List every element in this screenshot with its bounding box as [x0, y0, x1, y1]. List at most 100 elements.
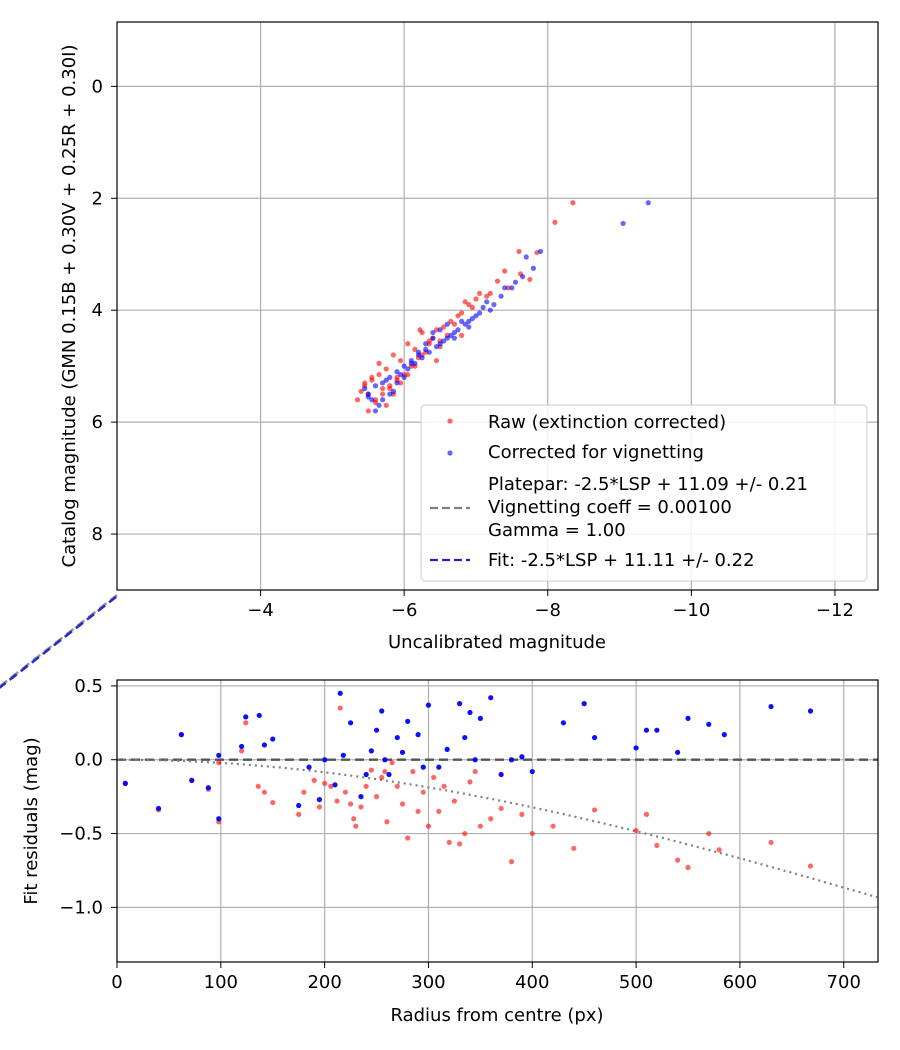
raw-residual-point [685, 864, 691, 871]
corrected-point [415, 349, 422, 355]
corrected-point [426, 349, 432, 355]
raw-residual-point [550, 823, 556, 829]
raw-residual-point [431, 774, 437, 781]
corrected-point [466, 318, 472, 324]
raw-residual-point [768, 839, 774, 846]
bottom-scatter-points [122, 690, 814, 871]
corrected-point [401, 363, 407, 369]
corrected-residual-point [444, 746, 450, 752]
top-y-tick-label: 6 [92, 412, 103, 433]
corrected-residual-point [591, 734, 598, 741]
corrected-residual-point [477, 715, 483, 721]
corrected-point [620, 220, 626, 227]
bottom-y-tick-label: −0.5 [59, 824, 103, 845]
raw-point [494, 278, 501, 284]
bottom-grid [116, 680, 878, 962]
corrected-point [430, 335, 436, 341]
corrected-residual-point [508, 757, 515, 763]
raw-point [369, 377, 375, 383]
corrected-point [459, 318, 465, 324]
raw-residual-point [322, 780, 328, 786]
raw-residual-point [462, 830, 468, 837]
raw-point [383, 366, 389, 372]
corrected-residual-point [306, 764, 312, 770]
raw-residual-point [373, 794, 380, 800]
raw-residual-point [508, 859, 515, 865]
corrected-point [451, 335, 458, 341]
top-y-tick-label: 0 [92, 76, 103, 97]
corrected-residual-point [216, 816, 222, 822]
corrected-residual-point [261, 742, 268, 748]
corrected-residual-point [488, 695, 494, 701]
top-y-tick-label: 2 [92, 188, 103, 209]
raw-point [380, 385, 386, 392]
corrected-residual-point [462, 734, 468, 741]
corrected-residual-point [316, 796, 323, 803]
legend-raw-marker [447, 418, 453, 424]
corrected-residual-point [581, 701, 587, 707]
raw-residual-point [316, 804, 323, 810]
top-x-tick-label: −10 [672, 600, 710, 621]
raw-point [376, 360, 382, 366]
corrected-residual-point [340, 752, 346, 758]
corrected-point [390, 388, 397, 394]
raw-residual-point [654, 842, 660, 848]
corrected-residual-point [685, 715, 691, 721]
raw-point [380, 391, 386, 397]
corrected-point [362, 385, 368, 392]
top-plot-frame [116, 21, 879, 591]
raw-point [473, 296, 479, 302]
top-y-axis-label: Catalog magnitude (GMN 0.15B + 0.30V + 0… [59, 44, 80, 567]
raw-point [433, 357, 440, 364]
raw-residual-point [379, 774, 385, 781]
corrected-residual-point [519, 754, 525, 760]
corrected-residual-point [178, 732, 184, 738]
corrected-residual-point [337, 690, 343, 696]
corrected-point [433, 343, 440, 350]
top-y-tick-label: 8 [92, 524, 103, 545]
raw-point [397, 357, 404, 364]
corrected-point [437, 327, 443, 333]
corrected-point [372, 408, 379, 414]
corrected-point [423, 341, 429, 347]
raw-residual-point [488, 816, 494, 822]
corrected-point [387, 391, 393, 397]
corrected-residual-point [216, 752, 222, 758]
raw-point [516, 248, 522, 255]
raw-point [405, 341, 411, 347]
raw-residual-point [353, 823, 359, 829]
top-x-tick-label: −8 [534, 600, 561, 621]
raw-residual-point [529, 830, 535, 837]
raw-point [502, 268, 508, 274]
raw-point [426, 341, 432, 347]
raw-point [484, 293, 490, 299]
corrected-residual-point [721, 732, 727, 738]
corrected-residual-point [256, 712, 262, 719]
raw-point [487, 290, 493, 297]
raw-point [459, 332, 465, 338]
raw-residual-point [405, 835, 411, 841]
bottom-axis-ticks: 0 100 200 300 400 500 600 700 0.5 0.0 −0.5 −1.0 [59, 676, 861, 993]
corrected-residual-point [379, 708, 385, 714]
raw-residual-point [296, 811, 302, 817]
bottom-y-tick-label: −1.0 [59, 897, 103, 918]
corrected-point [405, 366, 411, 372]
legend: Raw (extinction corrected) Corrected for… [420, 404, 868, 582]
raw-residual-point [243, 720, 249, 726]
corrected-point [466, 324, 472, 330]
corrected-residual-point [425, 702, 432, 708]
corrected-point [380, 380, 386, 386]
corrected-residual-point [807, 708, 814, 714]
top-axis-ticks: −4 −6 −8 −10 −12 0 2 4 6 8 [92, 76, 854, 621]
corrected-point [473, 313, 479, 319]
bottom-reference-lines [117, 758, 878, 899]
bottom-x-tick-label: 0 [111, 972, 122, 993]
raw-residual-point [358, 804, 364, 810]
platepar-line [0, 594, 118, 688]
corrected-residual-point [373, 727, 380, 733]
raw-residual-point [351, 816, 357, 822]
raw-residual-point [467, 779, 473, 785]
corrected-point [408, 360, 414, 366]
corrected-point [455, 327, 461, 333]
corrected-residual-point [399, 749, 406, 755]
